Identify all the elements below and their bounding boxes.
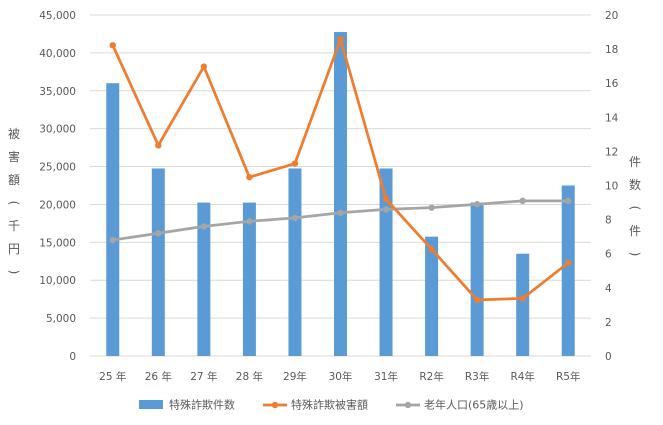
point-damage <box>565 259 572 266</box>
x-tick-label: R4年 <box>510 370 534 383</box>
line-series <box>109 36 572 304</box>
axis-title-char: 円 <box>8 242 20 256</box>
axis-title-char: 件 <box>629 155 641 169</box>
bar <box>470 202 484 356</box>
point-damage <box>382 195 390 203</box>
right-tick-label: 8 <box>605 215 612 227</box>
axis-title-char: ( <box>7 201 21 206</box>
point-elderly <box>337 209 344 216</box>
x-tick-label: 30年 <box>329 370 353 383</box>
point-elderly <box>473 201 481 208</box>
bar <box>516 253 530 356</box>
point-elderly <box>155 230 162 237</box>
axis-title-char: 額 <box>8 173 20 187</box>
bar <box>425 236 439 356</box>
left-axis-ticks: 0 5,000 10,000 15,000 20,000 25,000 30,000 35,0… <box>39 10 76 363</box>
right-tick-label: 10 <box>605 181 618 193</box>
point-elderly <box>291 214 299 222</box>
bar <box>197 202 211 356</box>
axis-titles: 被害額(千円)件数(件) <box>7 127 642 274</box>
x-tick-label: 27 年 <box>190 370 217 383</box>
left-tick-label: 0 <box>69 351 76 363</box>
axis-title-char: 数 <box>629 177 641 192</box>
x-tick-label: R5年 <box>556 370 580 383</box>
bar <box>242 202 256 356</box>
x-axis-ticks: 25 年 26 年 27 年 28 年 29年 30年 31年 R2年 R3年 R4年 R5年 <box>99 370 580 383</box>
bar-series-cases <box>106 32 575 357</box>
bar <box>561 185 575 356</box>
point-elderly <box>428 204 435 211</box>
axis-title-char: 千 <box>8 219 20 233</box>
axis-title-char: ) <box>628 252 642 257</box>
bar <box>334 32 347 357</box>
right-tick-label: 14 <box>605 112 619 124</box>
left-tick-label: 30,000 <box>39 124 76 136</box>
point-elderly <box>382 206 390 213</box>
left-tick-label: 10,000 <box>39 275 76 287</box>
right-tick-label: 6 <box>605 249 612 261</box>
axis-title: 被害額 ( 千円) <box>7 127 21 274</box>
axis-title-char: ) <box>7 270 21 275</box>
bar <box>151 168 165 356</box>
left-tick-label: 35,000 <box>39 86 76 98</box>
point-damage <box>155 142 162 149</box>
x-tick-label: 28 年 <box>236 370 263 383</box>
axis-title-char: 被 <box>8 127 20 141</box>
axis-title-char: ( <box>628 206 642 211</box>
point-damage <box>473 296 481 304</box>
left-tick-label: 25,000 <box>39 162 76 174</box>
right-tick-label: 4 <box>605 283 612 295</box>
x-tick-label: 25 年 <box>99 370 126 383</box>
axis-title-char: 害 <box>8 149 20 164</box>
legend-marker-damage <box>271 401 279 409</box>
legend-label-damage: 特殊詐欺被害額 <box>291 398 368 412</box>
left-tick-label: 45,000 <box>39 10 76 22</box>
x-tick-label: 29年 <box>283 370 307 383</box>
left-tick-label: 40,000 <box>39 48 76 60</box>
left-tick-label: 15,000 <box>39 237 76 249</box>
right-tick-label: 16 <box>605 78 619 90</box>
right-tick-label: 0 <box>605 351 612 363</box>
right-tick-label: 20 <box>605 10 618 22</box>
point-damage <box>337 36 344 43</box>
legend-swatch-bar <box>139 400 163 409</box>
left-tick-label: 5,000 <box>46 313 76 325</box>
x-tick-label: R2年 <box>419 370 443 383</box>
left-tick-label: 20,000 <box>39 199 76 211</box>
legend: 特殊詐欺件数 特殊詐欺被害額 老年人口(65歳以上) <box>139 398 524 412</box>
legend-marker-elderly <box>404 401 412 409</box>
bar <box>379 168 393 356</box>
point-damage <box>246 173 253 181</box>
x-tick-label: R3年 <box>465 370 489 383</box>
point-elderly <box>246 218 253 225</box>
point-elderly <box>109 236 116 244</box>
legend-label-bar: 特殊詐欺件数 <box>169 398 235 412</box>
point-damage <box>519 295 526 302</box>
bar <box>106 83 120 356</box>
right-tick-label: 18 <box>605 44 618 56</box>
x-tick-label: 31年 <box>374 370 398 383</box>
point-damage <box>428 245 435 253</box>
point-damage <box>291 160 299 167</box>
point-elderly <box>200 223 208 230</box>
axis-title: 件数(件) <box>628 155 642 256</box>
point-damage <box>200 63 208 70</box>
point-damage <box>109 42 116 49</box>
point-elderly <box>519 197 526 205</box>
right-axis-ticks: 0 2 4 6 8 10 12 14 16 18 20 <box>605 10 619 363</box>
legend-label-elderly: 老年人口(65歳以上) <box>424 398 524 412</box>
point-elderly <box>565 197 572 205</box>
right-tick-label: 12 <box>605 146 618 158</box>
right-tick-label: 2 <box>605 317 612 329</box>
x-tick-label: 26 年 <box>145 370 172 383</box>
bar <box>288 168 302 356</box>
axis-title-char: 件 <box>629 224 641 238</box>
